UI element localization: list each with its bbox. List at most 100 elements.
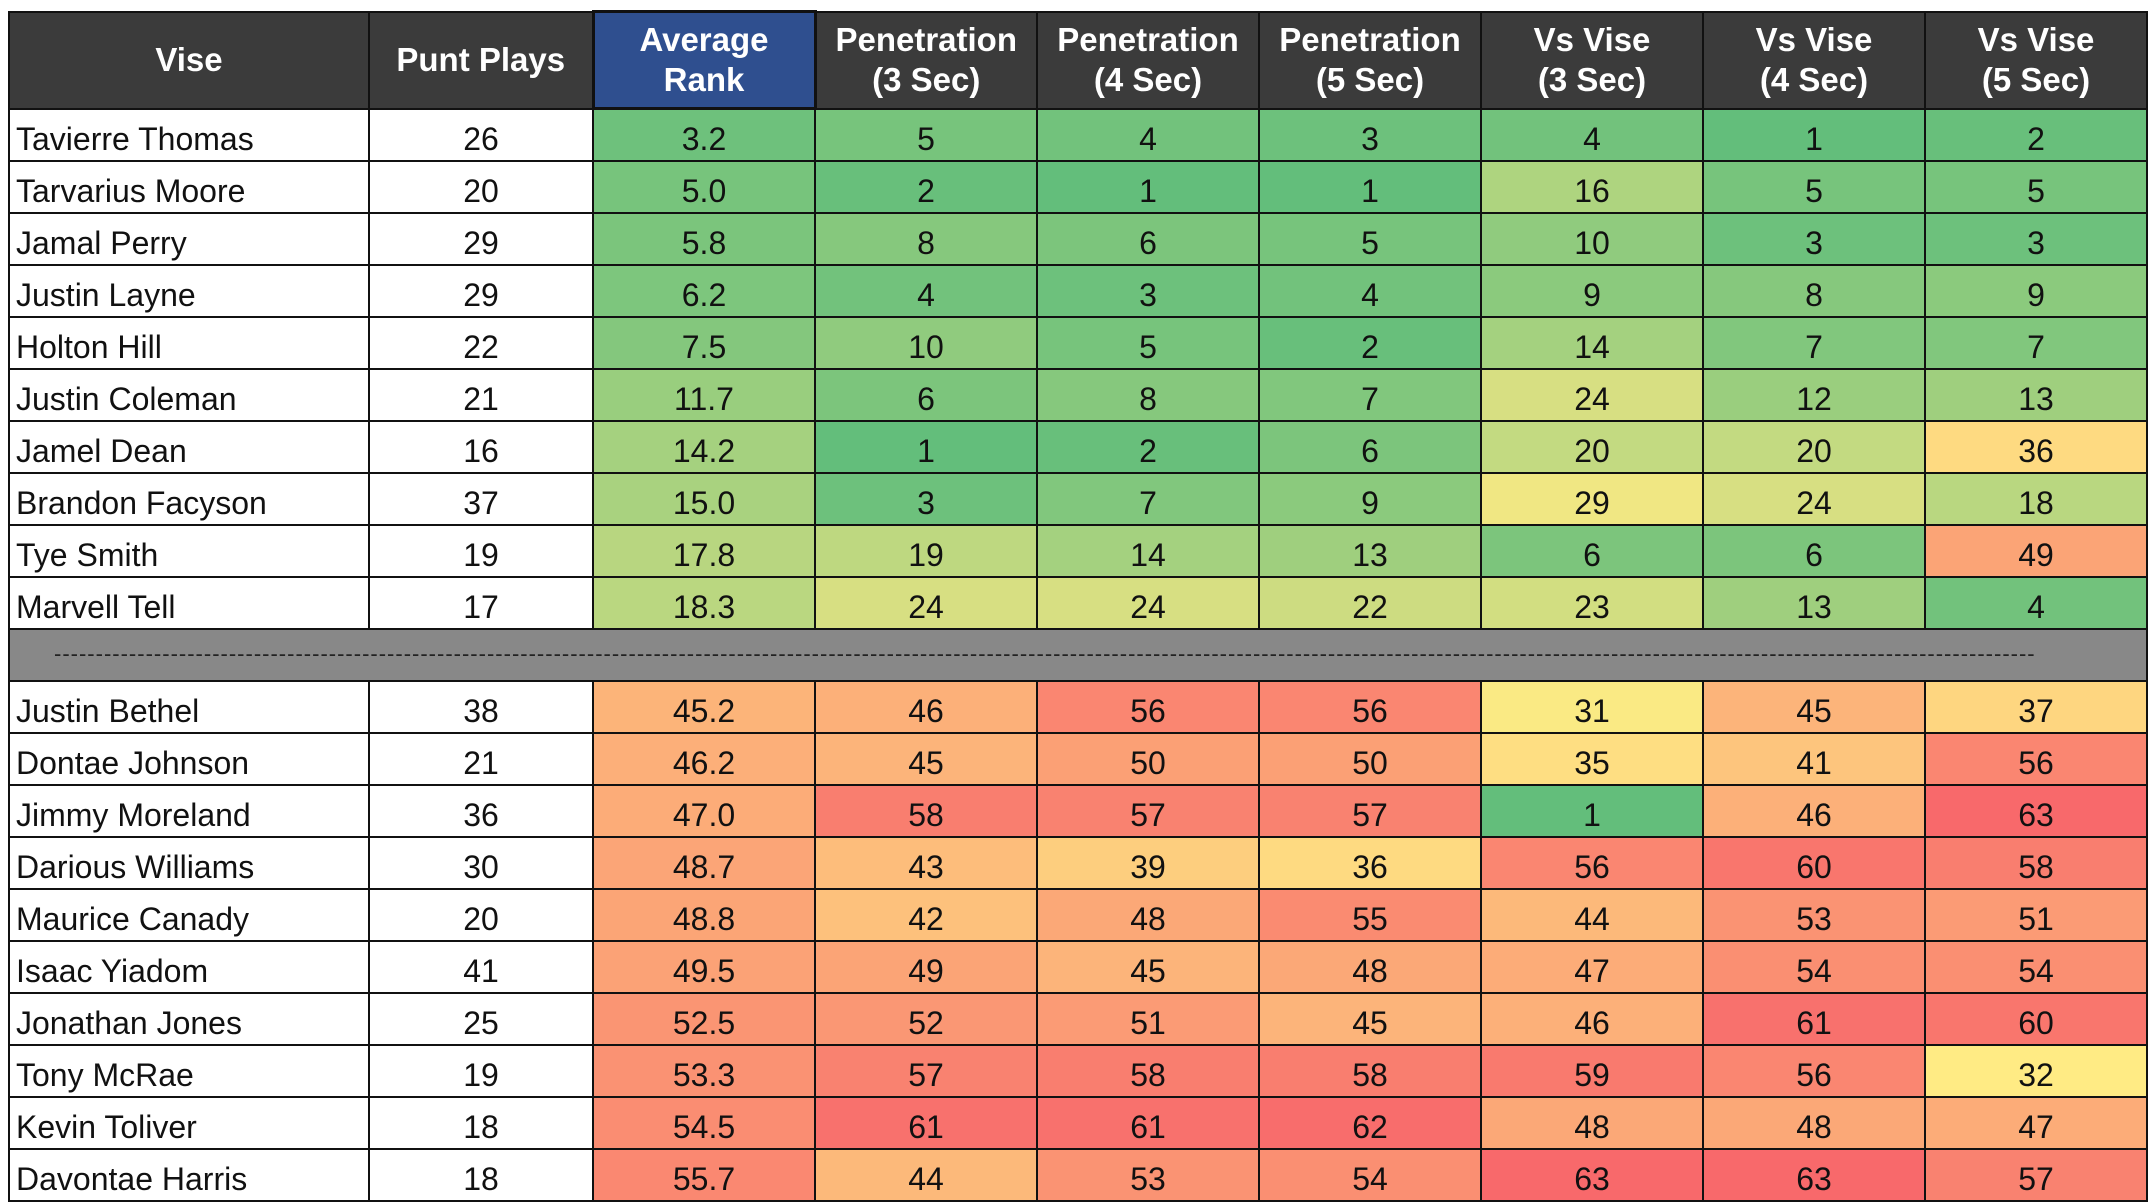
rank-value-cell: 20 [1480, 420, 1704, 474]
rank-value-cell: 48 [1480, 1096, 1704, 1150]
rank-value-cell: 43 [814, 836, 1038, 890]
rank-value-cell: 58 [814, 784, 1038, 838]
punt-plays-cell: 36 [368, 784, 594, 838]
column-header-line: Vs Vise [1755, 21, 1873, 58]
rank-value-cell: 63 [1924, 784, 2148, 838]
rank-value-cell: 57 [1258, 784, 1482, 838]
rank-value-cell: 45 [814, 732, 1038, 786]
rank-value-cell: 14 [1036, 524, 1260, 578]
rank-value-cell: 24 [814, 576, 1038, 630]
player-name-cell: Isaac Yiadom [8, 940, 370, 994]
punt-plays-cell: 19 [368, 524, 594, 578]
table-row: Kevin Toliver 18 54.5 61 61 62 48 48 47 [8, 1096, 2148, 1150]
rank-value-cell: 49 [814, 940, 1038, 994]
rank-value-cell: 9 [1924, 264, 2148, 318]
rank-value-cell: 54 [1258, 1148, 1482, 1202]
rank-value-cell: 41 [1702, 732, 1926, 786]
table-row: Justin Layne 29 6.2 4 3 4 9 8 9 [8, 264, 2148, 318]
average-rank-cell: 14.2 [592, 420, 816, 474]
rank-value-cell: 57 [1924, 1148, 2148, 1202]
rankings-table: Vise Punt Plays Average Rank Penetration (3 S… [8, 10, 2148, 1202]
rank-value-cell: 2 [1036, 420, 1260, 474]
rank-value-cell: 4 [814, 264, 1038, 318]
rank-value-cell: 13 [1924, 368, 2148, 422]
punt-plays-cell: 20 [368, 160, 594, 214]
punt-plays-cell: 26 [368, 107, 594, 162]
average-rank-cell: 11.7 [592, 368, 816, 422]
rank-value-cell: 63 [1480, 1148, 1704, 1202]
rank-value-cell: 51 [1036, 992, 1260, 1046]
punt-plays-cell: 29 [368, 264, 594, 318]
player-name-cell: Tye Smith [8, 524, 370, 578]
rank-value-cell: 44 [1480, 888, 1704, 942]
rank-value-cell: 32 [1924, 1044, 2148, 1098]
rank-value-cell: 5 [1036, 316, 1260, 370]
rank-value-cell: 6 [1258, 420, 1482, 474]
average-rank-cell: 52.5 [592, 992, 816, 1046]
rank-value-cell: 60 [1924, 992, 2148, 1046]
rank-value-cell: 45 [1258, 992, 1482, 1046]
rank-value-cell: 1 [1036, 160, 1260, 214]
column-header-6: Vs Vise (3 Sec) [1480, 10, 1704, 110]
rank-value-cell: 1 [1258, 160, 1482, 214]
player-name-cell: Davontae Harris [8, 1148, 370, 1202]
player-name-cell: Justin Bethel [8, 680, 370, 734]
rank-value-cell: 29 [1480, 472, 1704, 526]
group-separator-row: ----------------------------------------… [8, 628, 2148, 682]
average-rank-cell: 17.8 [592, 524, 816, 578]
column-header-2: Average Rank [591, 10, 817, 110]
rank-value-cell: 20 [1702, 420, 1926, 474]
column-header-3: Penetration (3 Sec) [814, 10, 1038, 110]
average-rank-cell: 18.3 [592, 576, 816, 630]
rank-value-cell: 3 [814, 472, 1038, 526]
punt-plays-cell: 41 [368, 940, 594, 994]
rank-value-cell: 53 [1036, 1148, 1260, 1202]
rank-value-cell: 54 [1924, 940, 2148, 994]
rank-value-cell: 2 [814, 160, 1038, 214]
rank-value-cell: 31 [1480, 680, 1704, 734]
average-rank-cell: 3.2 [592, 107, 816, 162]
rank-value-cell: 56 [1702, 1044, 1926, 1098]
player-name-cell: Jonathan Jones [8, 992, 370, 1046]
rank-value-cell: 3 [1036, 264, 1260, 318]
table-row: Darious Williams 30 48.7 43 39 36 56 60 58 [8, 836, 2148, 890]
column-header-line: (5 Sec) [1981, 61, 2091, 98]
rank-value-cell: 52 [814, 992, 1038, 1046]
column-header-line: (3 Sec) [1537, 61, 1647, 98]
rank-value-cell: 50 [1258, 732, 1482, 786]
rank-value-cell: 4 [1258, 264, 1482, 318]
rank-value-cell: 7 [1924, 316, 2148, 370]
table-row: Dontae Johnson 21 46.2 45 50 50 35 41 56 [8, 732, 2148, 786]
rank-value-cell: 3 [1924, 212, 2148, 266]
rank-value-cell: 51 [1924, 888, 2148, 942]
rank-value-cell: 5 [1258, 212, 1482, 266]
player-name-cell: Darious Williams [8, 836, 370, 890]
rank-value-cell: 62 [1258, 1096, 1482, 1150]
rank-value-cell: 22 [1258, 576, 1482, 630]
table-row: Holton Hill 22 7.5 10 5 2 14 7 7 [8, 316, 2148, 370]
punt-plays-cell: 18 [368, 1096, 594, 1150]
column-header-0: Vise [8, 10, 370, 110]
rank-value-cell: 7 [1702, 316, 1926, 370]
average-rank-cell: 45.2 [592, 680, 816, 734]
punt-plays-cell: 17 [368, 576, 594, 630]
average-rank-cell: 53.3 [592, 1044, 816, 1098]
rank-value-cell: 50 [1036, 732, 1260, 786]
column-header-line: Average [639, 21, 769, 58]
rank-value-cell: 8 [1036, 368, 1260, 422]
rank-value-cell: 58 [1036, 1044, 1260, 1098]
rank-value-cell: 24 [1036, 576, 1260, 630]
table-row: Tye Smith 19 17.8 19 14 13 6 6 49 [8, 524, 2148, 578]
punt-plays-cell: 22 [368, 316, 594, 370]
rank-value-cell: 44 [814, 1148, 1038, 1202]
rank-value-cell: 2 [1924, 107, 2148, 162]
rank-value-cell: 4 [1480, 107, 1704, 162]
rank-value-cell: 23 [1480, 576, 1704, 630]
player-name-cell: Tavierre Thomas [8, 107, 370, 162]
table-body: Tavierre Thomas 26 3.2 5 4 3 4 1 2 Tarvarius Moor… [8, 107, 2148, 1202]
rank-value-cell: 54 [1702, 940, 1926, 994]
rank-value-cell: 14 [1480, 316, 1704, 370]
table-row: Justin Coleman 21 11.7 6 8 7 24 12 13 [8, 368, 2148, 422]
rank-value-cell: 39 [1036, 836, 1260, 890]
column-header-1: Punt Plays [368, 10, 594, 110]
